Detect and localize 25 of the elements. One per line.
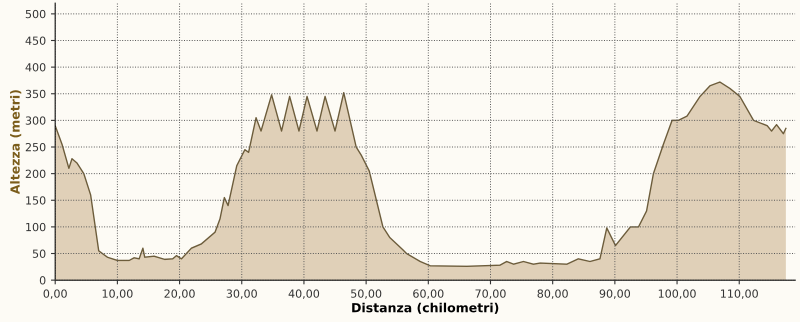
x-tick-label: 30,00 [226,289,257,299]
x-tick-label: 80,00 [538,289,568,299]
y-tick-label: 500 [26,10,46,18]
x-tick-label: 60,00 [413,289,444,299]
y-tick-label: 350 [26,90,46,98]
x-tick-label: 110,00 [721,289,758,299]
y-tick-label: 100 [26,222,46,232]
x-tick-label: 90,00 [600,289,630,299]
x-axis-title: Distanza (chilometri) [352,302,498,314]
y-tick-label: 300 [26,116,46,125]
y-axis-title: Altezza (metri) [10,90,22,194]
x-tick-label: 40,00 [288,289,320,299]
x-tick-label: 70,00 [476,289,506,299]
y-tick-label: 250 [26,142,46,152]
y-tick-label: 400 [26,63,46,72]
y-tick-label: 450 [26,36,46,45]
y-tick-label: 200 [26,170,46,178]
x-tick-label: 20,00 [164,289,195,299]
y-tick-label: 50 [32,249,46,258]
x-tick-label: 50,00 [351,289,382,299]
x-tick-label: 0,00 [44,289,67,299]
y-tick-label: 150 [26,196,46,205]
y-tick-label: 0 [40,276,46,285]
x-tick-label: 100,00 [658,289,696,299]
x-tick-label: 10,00 [102,289,133,299]
